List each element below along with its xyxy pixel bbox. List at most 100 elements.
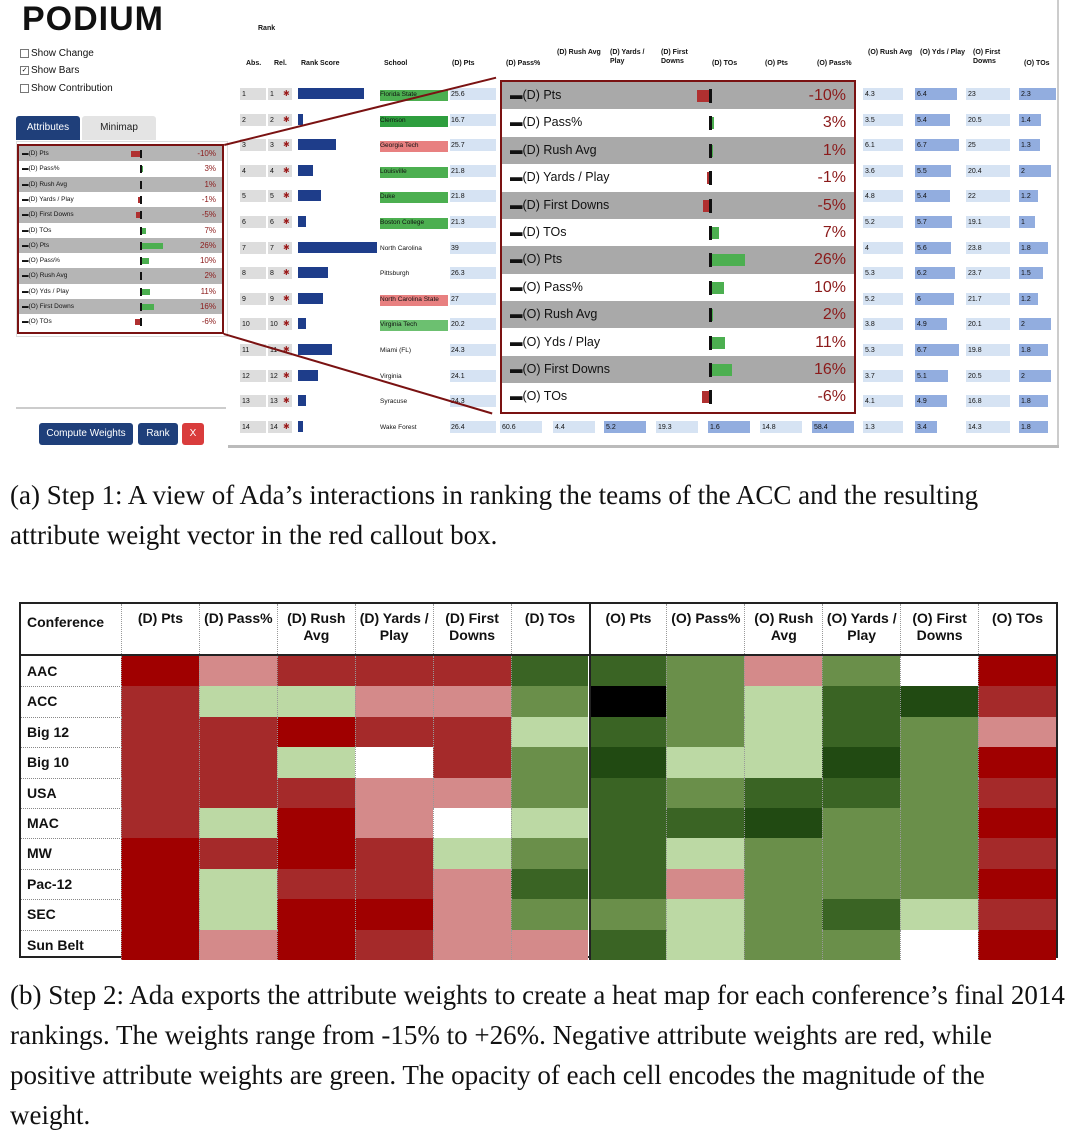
attribute-row[interactable]: ▬(O) Yds / Play 11%	[19, 283, 222, 300]
attribute-row[interactable]: ▬(O) Rush Avg 2%	[19, 268, 222, 285]
heatmap-cell	[198, 929, 277, 960]
checkbox-show-bars[interactable]: ✓	[20, 66, 29, 75]
oyds-bg	[915, 420, 938, 433]
column-header[interactable]: School	[384, 60, 408, 67]
attribute-row[interactable]: ▬(O) TOs -6%	[19, 314, 222, 331]
school-name[interactable]: Georgia Tech	[380, 141, 448, 153]
option-show-change[interactable]: Show Change	[20, 48, 94, 59]
attribute-name: ▬(D) Pts	[22, 150, 49, 157]
column-header[interactable]: (O) First Downs	[973, 49, 1001, 65]
column-header[interactable]: Abs.	[246, 60, 262, 67]
oyds-value: 5.6	[917, 244, 927, 252]
checkbox-show-contribution[interactable]	[20, 84, 29, 93]
checkbox-show-change[interactable]	[20, 49, 29, 58]
school-name[interactable]: Virginia Tech	[380, 320, 448, 332]
otos-value: 1.4	[1021, 116, 1031, 124]
attribute-row[interactable]: ▬(D) Yards / Play -1%	[19, 191, 222, 208]
drag-handle-icon[interactable]: ✱	[283, 191, 290, 201]
drag-handle-icon[interactable]: ✱	[283, 319, 290, 329]
weight-bar-tick	[140, 180, 142, 189]
attribute-row[interactable]: ▬(O) Pass% 10%	[19, 253, 222, 269]
school-name[interactable]: Louisville	[380, 166, 448, 178]
dpts-value: 24.3	[451, 347, 465, 354]
column-header[interactable]: (O) Pass%	[817, 60, 852, 67]
callout-weight-bar	[707, 172, 710, 185]
attribute-row[interactable]: ▬(O) First Downs 16%	[19, 299, 222, 315]
dpts-bg	[450, 420, 496, 433]
attribute-row[interactable]: ▬(D) Pass% 3%	[19, 161, 222, 178]
rel-rank-cell-bg	[268, 395, 292, 408]
drag-handle-icon[interactable]: ✱	[283, 165, 290, 175]
column-header[interactable]: (D) TOs	[712, 60, 738, 67]
heatmap-column-header: (O) Pass%	[666, 604, 744, 656]
dpts-value: 21.8	[451, 167, 465, 175]
heatmap-cell	[744, 777, 823, 808]
school-name[interactable]: Clemson	[380, 115, 448, 127]
attribute-row[interactable]: ▬(O) Pts 26%	[19, 237, 222, 254]
heatmap-cell	[432, 899, 511, 930]
column-header[interactable]: (D) Rush Avg	[557, 49, 601, 56]
otos-value: 1.8	[1021, 398, 1031, 406]
drag-handle-icon[interactable]: ✱	[283, 396, 290, 406]
drag-handle-icon[interactable]: ✱	[283, 421, 290, 431]
callout-attribute-name: ▬(O) Pass%	[510, 279, 583, 294]
attribute-row[interactable]: ▬(D) First Downs -5%	[19, 207, 222, 223]
column-header[interactable]: (D) Yards / Play	[610, 49, 645, 65]
school-name[interactable]: Syracuse	[380, 398, 408, 406]
drag-handle-icon[interactable]: ✱	[283, 345, 290, 354]
column-header[interactable]: Rank Score	[301, 60, 340, 67]
drag-handle-icon[interactable]: ✱	[283, 217, 290, 226]
column-header[interactable]: Rel.	[274, 60, 287, 67]
rank-header: Rank	[258, 25, 276, 32]
drush-bg	[553, 420, 595, 433]
drag-handle-icon[interactable]: ✱	[283, 268, 290, 278]
option-show-bars[interactable]: ✓ Show Bars	[20, 65, 79, 76]
column-header[interactable]: (O) TOs	[1024, 60, 1050, 67]
school-name[interactable]: Virginia	[380, 372, 402, 380]
oyds-bg	[915, 267, 956, 280]
tab-minimap[interactable]: Minimap	[82, 116, 156, 140]
orush-value: 6.1	[865, 142, 875, 150]
abs-rank-cell-bg	[240, 113, 266, 126]
drag-handle-icon[interactable]: ✱	[283, 140, 290, 150]
dpts-bg	[450, 113, 496, 126]
school-name[interactable]: North Carolina State	[380, 294, 448, 306]
option-show-contribution[interactable]: Show Contribution	[20, 83, 113, 94]
column-header[interactable]: (O) Rush Avg	[868, 49, 913, 56]
school-name[interactable]: Miami (FL)	[380, 347, 412, 354]
attribute-row[interactable]: ▬(D) TOs 7%	[19, 222, 222, 239]
weight-percent: 26%	[199, 240, 216, 250]
rank-score-bar	[298, 318, 306, 330]
drag-handle-icon[interactable]: ✱	[283, 242, 290, 252]
attribute-row[interactable]: ▬(D) Pts -10%	[19, 146, 222, 162]
attribute-name: ▬(O) TOs	[22, 318, 52, 326]
column-header[interactable]: (D) Pass%	[506, 60, 541, 67]
heatmap-cell	[978, 747, 1056, 778]
attribute-row[interactable]: ▬(D) Rush Avg 1%	[19, 176, 222, 193]
school-name[interactable]: Boston College	[380, 218, 448, 229]
drag-handle-icon[interactable]: ✱	[283, 370, 290, 380]
otos-bg	[1019, 292, 1039, 305]
heatmap-cell	[978, 838, 1056, 869]
school-name[interactable]: Duke	[380, 192, 448, 204]
drag-handle-icon[interactable]: ✱	[283, 293, 290, 303]
rank-button[interactable]: Rank	[138, 423, 178, 445]
column-header[interactable]: (D) Pts	[452, 60, 475, 67]
school-name[interactable]: North Carolina	[380, 244, 422, 252]
column-header[interactable]: (O) Yds / Play	[920, 49, 965, 56]
tab-attributes[interactable]: Attributes	[16, 116, 80, 140]
school-name[interactable]: Pittsburgh	[380, 270, 410, 278]
close-button[interactable]: X	[182, 423, 204, 445]
heatmap-cell	[276, 808, 355, 839]
compute-weights-button[interactable]: Compute Weights	[39, 423, 133, 445]
drag-handle-icon[interactable]: ✱	[283, 89, 290, 98]
column-header[interactable]: (D) First Downs	[661, 49, 688, 65]
heatmap-cell	[432, 716, 511, 748]
heatmap-cell	[666, 716, 745, 748]
heatmap-cell	[432, 777, 511, 808]
column-header[interactable]: (O) Pts	[765, 60, 788, 67]
school-name[interactable]: Wake Forest	[380, 423, 417, 431]
rel-rank-cell-bg	[268, 318, 292, 331]
school-name[interactable]: Florida State	[380, 90, 448, 101]
drag-handle-icon[interactable]: ✱	[283, 114, 290, 124]
